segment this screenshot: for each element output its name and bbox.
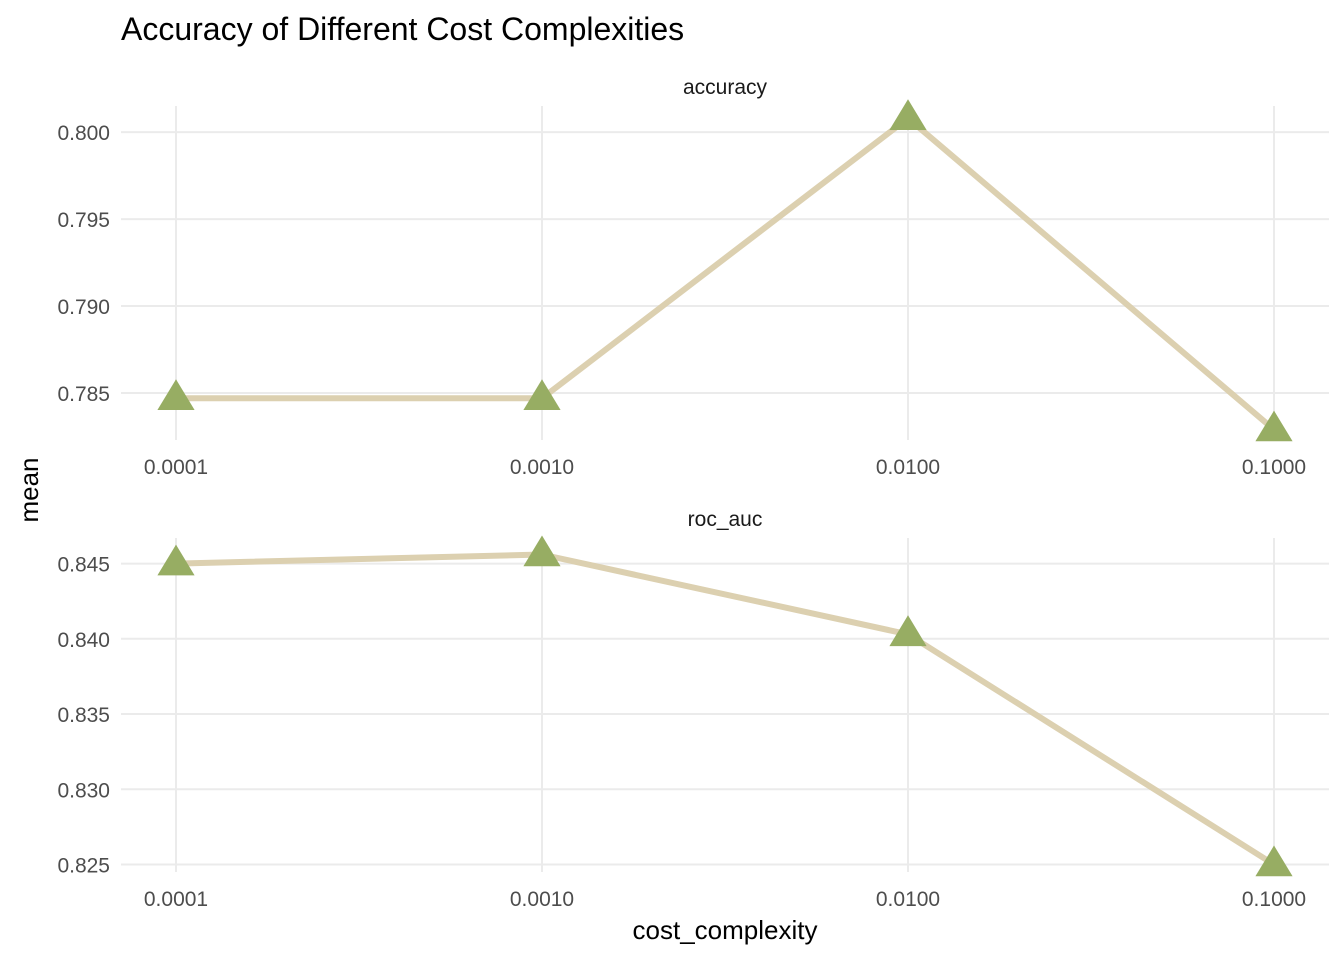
x-tick-label: 0.0001: [144, 888, 208, 911]
y-tick-label: 0.790: [57, 296, 110, 319]
x-tick-label: 0.0100: [876, 456, 940, 479]
y-tick-label: 0.845: [57, 554, 110, 577]
x-tick-label: 0.0010: [510, 456, 574, 479]
x-tick-label: 0.1000: [1242, 888, 1306, 911]
y-tick-label: 0.840: [57, 629, 110, 652]
data-point: [1255, 845, 1293, 877]
x-axis-title: cost_complexity: [633, 915, 818, 945]
y-tick-label: 0.835: [57, 704, 110, 727]
data-point: [889, 99, 927, 130]
x-tick-label: 0.1000: [1242, 456, 1306, 479]
x-tick-label: 0.0001: [144, 456, 208, 479]
x-tick-label: 0.0010: [510, 888, 574, 911]
facet-strip-label: roc_auc: [688, 508, 763, 531]
y-tick-label: 0.800: [57, 122, 110, 145]
data-point: [889, 615, 927, 647]
data-point: [523, 535, 561, 567]
y-axis-title: mean: [14, 457, 44, 522]
data-point: [157, 544, 195, 576]
y-tick-label: 0.825: [57, 854, 110, 877]
data-point: [1255, 410, 1293, 442]
data-point: [523, 379, 561, 410]
chart-title: Accuracy of Different Cost Complexities: [121, 11, 684, 47]
series-line-roc_auc: [175, 551, 1276, 868]
facet-strip-label: accuracy: [683, 76, 768, 99]
y-tick-label: 0.795: [57, 209, 110, 232]
facet-panel-roc_auc: roc_auc 0.825 0.830 0.835 0.840 0.845 0.0001 0.…: [57, 508, 1329, 911]
data-point: [157, 379, 195, 410]
y-tick-label: 0.830: [57, 779, 110, 802]
y-tick-label: 0.785: [57, 383, 110, 406]
facet-panel-accuracy: accuracy 0.785 0.790 0.795 0.800 0.0001 0.0010…: [57, 76, 1329, 479]
series-line-accuracy: [176, 115, 1276, 432]
x-tick-label: 0.0100: [876, 888, 940, 911]
